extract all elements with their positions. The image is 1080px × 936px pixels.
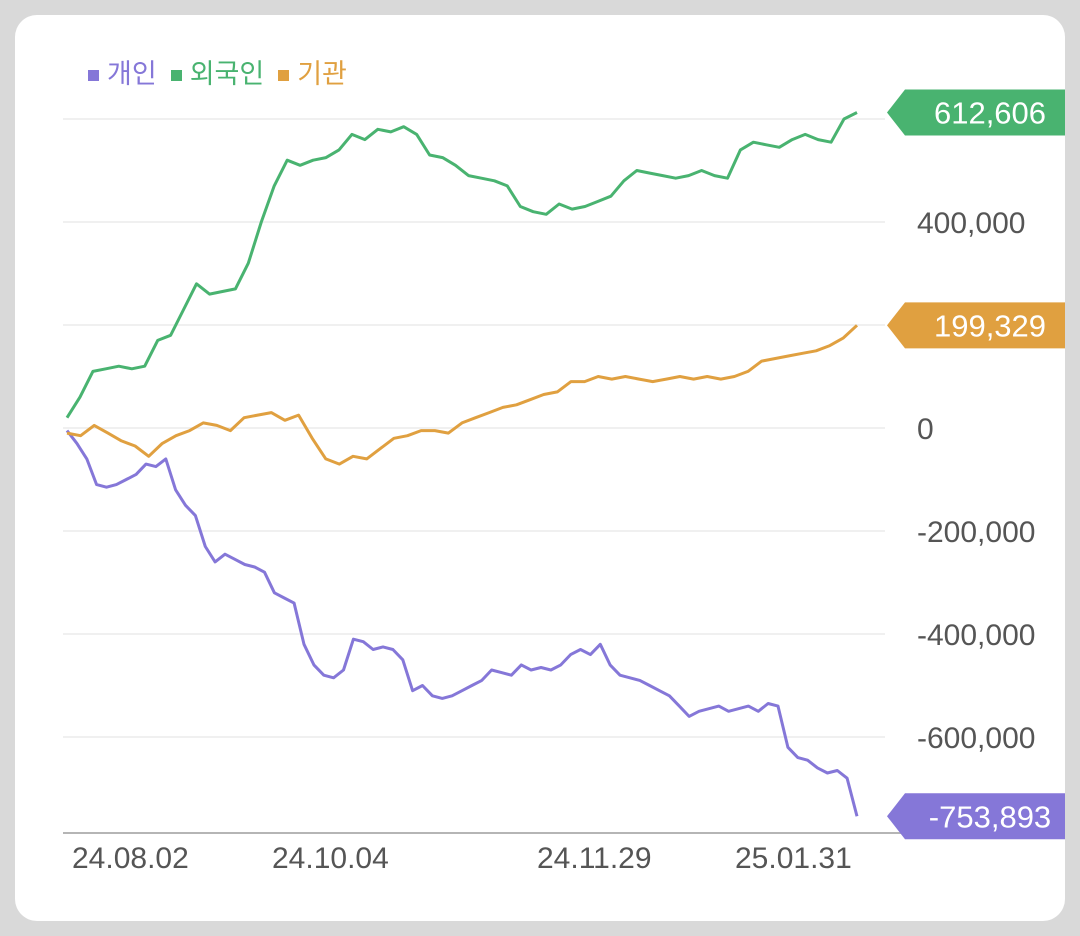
last-value-tag-foreigner <box>887 89 1065 136</box>
series-line-foreigner <box>65 111 858 419</box>
x-tick-label: 25.01.31 <box>735 842 852 875</box>
chart-card: 개인 외국인 기관 400,000 0 -200,000 -400,000 -600,0… <box>15 15 1065 921</box>
x-tick-label: 24.11.29 <box>537 842 652 875</box>
series-line-individual <box>65 429 859 817</box>
last-value-label-foreigner: 612,606 <box>934 96 1046 131</box>
y-tick-label: -600,000 <box>917 722 1035 755</box>
y-tick-label: 400,000 <box>917 207 1025 240</box>
legend-item-foreigner[interactable]: 외국인 <box>170 55 265 95</box>
series-line-institution <box>66 324 859 466</box>
last-value-label-institution: 199,329 <box>934 308 1046 343</box>
y-tick-label: -200,000 <box>917 516 1035 549</box>
x-tick-label: 24.10.04 <box>272 842 389 875</box>
legend-label: 외국인 <box>189 59 265 90</box>
y-tick-label: 0 <box>917 413 934 446</box>
last-value-label-individual: -753,893 <box>929 799 1051 834</box>
last-value-tag-institution <box>887 302 1065 349</box>
y-tick-label: -400,000 <box>917 619 1035 652</box>
legend-label: 개인 <box>107 59 157 90</box>
last-value-tag-individual <box>887 793 1065 840</box>
line-chart: 400,000 0 -200,000 -400,000 -600,000 24.08.02… <box>63 89 1065 875</box>
x-tick-label: 24.08.02 <box>72 842 189 875</box>
legend-swatch <box>88 69 99 81</box>
legend-swatch <box>170 69 182 81</box>
legend-label: 기관 <box>297 59 347 90</box>
chart-legend: 개인 외국인 기관 <box>88 55 347 95</box>
legend-item-institution[interactable]: 기관 <box>278 55 347 95</box>
legend-swatch <box>278 69 290 81</box>
legend-item-individual[interactable]: 개인 <box>88 55 157 95</box>
